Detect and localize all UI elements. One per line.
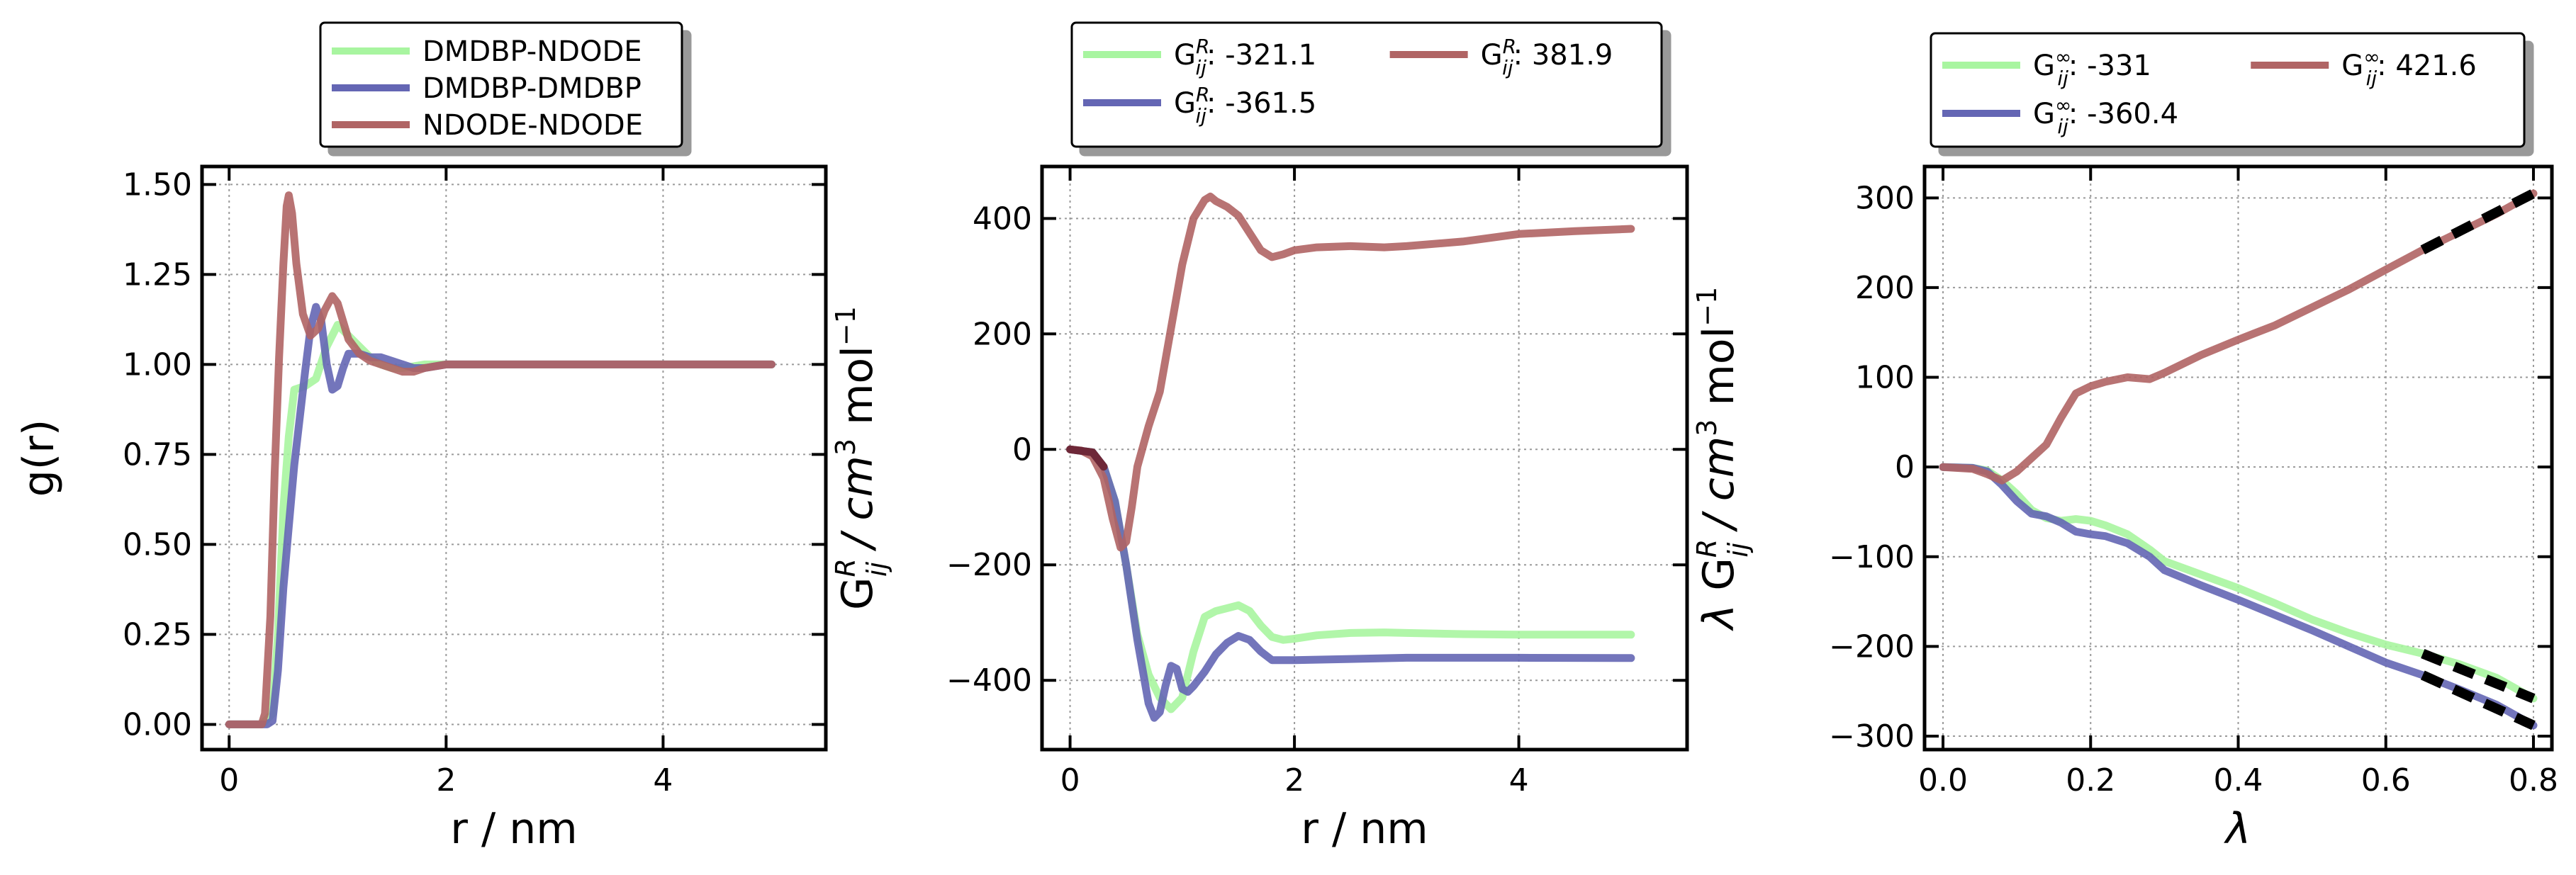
extrapolation-fit-0 (2421, 649, 2536, 704)
tick-marks (1925, 166, 2552, 750)
x-tick-label: 0.2 (2066, 762, 2115, 798)
x-axis-label: r / nm (1301, 804, 1428, 854)
y-tick-label: −300 (1829, 718, 1915, 755)
series-line-0 (1939, 463, 2538, 703)
series-line-2 (225, 191, 775, 728)
x-tick-label: 0 (1060, 762, 1080, 798)
chart-panel-gr-integral: 0 2 4 −400 −200 0 200 400 r / nm GRij / cm3 mol… (830, 21, 1689, 854)
y-tick-label: 0 (1895, 449, 1915, 485)
series-lines (1939, 188, 2538, 730)
y-tick-label: −100 (1829, 539, 1915, 575)
series-line-0 (225, 321, 775, 728)
legend-entry: DMDBP-NDODE (422, 35, 642, 68)
tick-labels: 0.0 0.2 0.4 0.6 0.8 −300 −200 −100 0 100 200 300 (1829, 180, 2558, 798)
chart-panel-gr: 0 2 4 0.00 0.25 0.50 0.75 1.00 1.25 1.50 r / nm g… (14, 21, 828, 854)
x-tick-label: 0.8 (2509, 762, 2558, 798)
legend-box (1070, 21, 1663, 148)
y-tick-label: 0.50 (123, 526, 192, 563)
legend-box (1930, 32, 2526, 148)
tick-labels: 0 2 4 0.00 0.25 0.50 0.75 1.00 1.25 1.50 (123, 166, 673, 798)
y-tick-label: 1.00 (123, 346, 192, 383)
x-tick-label: 0 (219, 762, 239, 798)
y-axis-label: GRij / cm3 mol−1 (830, 306, 892, 610)
series-line-1 (1939, 463, 2538, 730)
series-overlap (1066, 445, 1108, 471)
legend-entry: NDODE-NDODE (422, 109, 643, 142)
y-tick-label: 300 (1855, 180, 1915, 216)
legend: GR ij: -321.1GR ij: -361.5 GR ij: 381.9 (1070, 21, 1663, 148)
legend-entry: G∞ ij: 421.6 (2341, 45, 2477, 90)
y-tick-label: 400 (973, 201, 1032, 237)
y-tick-label: −400 (946, 662, 1032, 699)
legend-box (319, 21, 683, 148)
y-tick-label: 1.25 (123, 256, 192, 293)
series-lines (225, 191, 775, 728)
y-tick-label: 1.50 (123, 166, 192, 203)
series-line-1 (225, 303, 775, 728)
y-tick-label: −200 (1829, 628, 1915, 665)
plot-frame (200, 164, 828, 752)
y-tick-label: 100 (1855, 360, 1915, 396)
x-tick-label: 0.4 (2214, 762, 2263, 798)
legend-entry: G∞ ij: -360.4 (2033, 94, 2178, 138)
legend-entry: GR ij: 381.9 (1481, 35, 1613, 79)
x-tick-label: 4 (653, 762, 673, 798)
extrapolation-fit-1 (2420, 670, 2536, 730)
y-axis-label: g(r) (14, 419, 64, 497)
y-axis-label: λ GRij / cm3 mol−1 (1691, 287, 1754, 632)
legend-entry: GR ij: -321.1 (1174, 35, 1316, 79)
legend-entry: G∞ ij: -331 (2033, 45, 2151, 90)
extrapolation-fit-2 (2420, 188, 2536, 254)
tick-marks (1042, 166, 1687, 750)
grid (1042, 166, 1687, 750)
y-tick-label: −200 (946, 547, 1032, 583)
y-tick-label: 0.75 (123, 436, 192, 473)
x-axis-label: r / nm (450, 804, 578, 854)
legend: DMDBP-NDODE DMDBP-DMDBP NDODE-NDODE (319, 21, 683, 148)
y-tick-label: 200 (1855, 270, 1915, 306)
x-tick-label: 0.0 (1918, 762, 1968, 798)
y-tick-label: 0 (1012, 431, 1032, 468)
series-lines (1066, 192, 1635, 722)
x-tick-label: 2 (1284, 762, 1304, 798)
grid (1925, 166, 2552, 750)
series-line-1 (1066, 445, 1635, 722)
x-axis-label: λ (2224, 804, 2251, 854)
legend-entry: DMDBP-DMDBP (422, 72, 642, 105)
chart-panel-lambda: 0.0 0.2 0.4 0.6 0.8 −300 −200 −100 0 100 200 300 λ … (1691, 32, 2558, 854)
x-tick-label: 2 (436, 762, 456, 798)
plot-frame (1922, 164, 2554, 752)
legend-entry: GR ij: -361.5 (1174, 83, 1316, 128)
series-line-2 (1066, 192, 1635, 552)
x-tick-label: 4 (1509, 762, 1529, 798)
tick-marks (202, 166, 826, 750)
series-line-2 (1939, 189, 2538, 485)
y-tick-label: 0.00 (123, 706, 192, 743)
y-tick-label: 200 (973, 316, 1032, 352)
plot-frame (1040, 164, 1689, 752)
x-tick-label: 0.6 (2361, 762, 2411, 798)
series-line-0 (1066, 445, 1635, 713)
tick-labels: 0 2 4 −400 −200 0 200 400 (946, 201, 1528, 798)
y-tick-label: 0.25 (123, 616, 192, 653)
